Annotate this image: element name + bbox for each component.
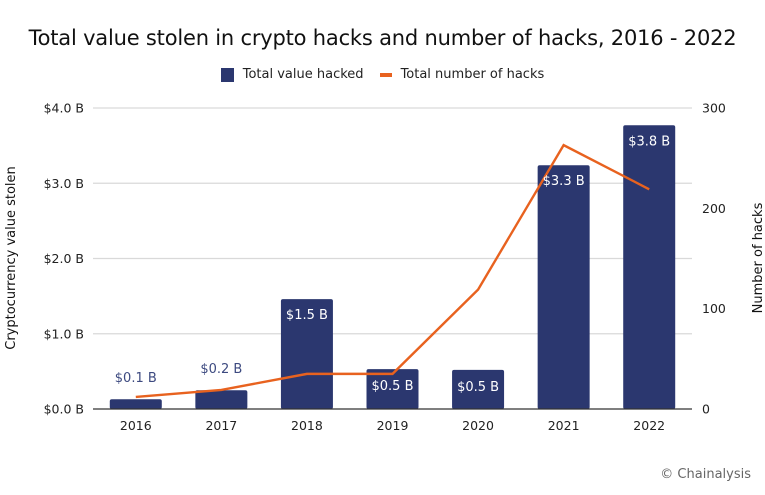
hacks-line [135,143,650,399]
legend-item-number-of-hacks: Total number of hacks [379,67,545,82]
bar-2020 [452,369,505,409]
bar-2022 [623,125,676,410]
chart-title: Total value stolen in crypto hacks and n… [28,26,737,50]
y-tick-left: $3.0 B [44,176,84,191]
bar-value-label: $0.5 B [372,379,414,394]
x-tick: 2019 [377,418,409,433]
credit: © Chainalysis [660,467,751,482]
x-tick: 2022 [633,418,665,433]
bar-value-label: $3.8 B [628,134,670,149]
bar-value-label: $0.5 B [457,380,499,395]
bar-2016 [109,399,162,409]
y-tick-right: 100 [702,301,726,316]
x-tick: 2017 [205,418,237,433]
y-tick-left: $4.0 B [44,101,84,116]
bar-value-label: $0.1 B [115,371,157,386]
legend-label: Total number of hacks [400,67,545,82]
y-tick-left: $0.0 B [44,402,84,417]
y-tick-left: $1.0 B [44,326,84,341]
bar-2019 [366,369,419,409]
x-tick: 2021 [548,418,580,433]
bar-2018 [280,299,333,409]
bar-value-label: $0.2 B [200,362,242,377]
x-tick: 2018 [291,418,323,433]
bar-value-label: $3.3 B [543,174,585,189]
legend-swatch-bar [220,67,234,82]
bar-value-label: $1.5 B [286,308,328,323]
x-tick: 2020 [462,418,494,433]
y-axis-title-right: Number of hacks [751,202,765,313]
bar-2017 [195,390,248,409]
legend: Total value hacked Total number of hacks [0,67,765,82]
y-axis-title-left: Cryptocurrency value stolen [4,166,19,350]
legend-item-value-hacked: Total value hacked [220,67,364,82]
x-tick: 2016 [120,418,152,433]
bar-2021 [537,165,590,409]
legend-label: Total value hacked [242,67,364,82]
y-tick-right: 0 [702,402,710,417]
y-tick-right: 200 [702,201,726,216]
y-tick-left: $2.0 B [44,251,84,266]
y-tick-right: 300 [702,101,726,116]
legend-swatch-line [379,72,392,77]
